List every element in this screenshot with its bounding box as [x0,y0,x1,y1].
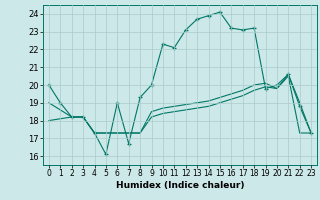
X-axis label: Humidex (Indice chaleur): Humidex (Indice chaleur) [116,181,244,190]
